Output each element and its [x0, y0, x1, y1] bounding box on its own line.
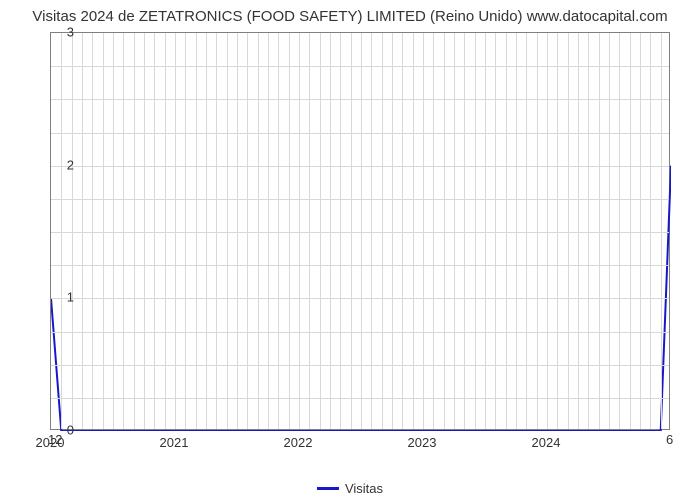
gridline-v	[227, 33, 228, 429]
gridline-v	[309, 33, 310, 429]
gridline-v	[216, 33, 217, 429]
y-tick-label: 2	[54, 157, 74, 172]
gridline-v	[196, 33, 197, 429]
legend-label: Visitas	[345, 481, 383, 496]
gridline-v	[413, 33, 414, 429]
gridline-v	[92, 33, 93, 429]
gridline-v	[516, 33, 517, 429]
gridline-v	[433, 33, 434, 429]
gridline-v	[361, 33, 362, 429]
gridline-v	[630, 33, 631, 429]
gridline-v	[599, 33, 600, 429]
gridline-v	[578, 33, 579, 429]
gridline-v	[237, 33, 238, 429]
gridline-v	[640, 33, 641, 429]
legend: Visitas	[317, 481, 383, 496]
gridline-v	[609, 33, 610, 429]
gridline-v	[537, 33, 538, 429]
x-tick-label: 2020	[36, 435, 65, 450]
x-tick-label: 2021	[160, 435, 189, 450]
gridline-v	[423, 33, 424, 429]
gridline-v	[206, 33, 207, 429]
x-tick-label: 2023	[408, 435, 437, 450]
gridline-v	[113, 33, 114, 429]
gridline-v	[134, 33, 135, 429]
gridline-v	[61, 33, 62, 429]
plot-area	[50, 32, 670, 430]
gridline-v	[268, 33, 269, 429]
gridline-v	[103, 33, 104, 429]
gridline-v	[289, 33, 290, 429]
gridline-v	[247, 33, 248, 429]
gridline-v	[123, 33, 124, 429]
gridline-v	[72, 33, 73, 429]
gridline-v	[568, 33, 569, 429]
gridline-v	[392, 33, 393, 429]
gridline-v	[144, 33, 145, 429]
x-tick-label: 2022	[284, 435, 313, 450]
gridline-v	[351, 33, 352, 429]
gridline-v	[661, 33, 662, 429]
gridline-v	[454, 33, 455, 429]
gridline-v	[444, 33, 445, 429]
gridline-v	[154, 33, 155, 429]
gridline-v	[495, 33, 496, 429]
gridline-v	[175, 33, 176, 429]
gridline-v	[320, 33, 321, 429]
gridline-v	[185, 33, 186, 429]
gridline-v	[526, 33, 527, 429]
gridline-v	[547, 33, 548, 429]
gridline-v	[165, 33, 166, 429]
gridline-v	[82, 33, 83, 429]
gridline-v	[557, 33, 558, 429]
gridline-v	[340, 33, 341, 429]
gridline-v	[402, 33, 403, 429]
y-tick-label: 3	[54, 25, 74, 40]
gridline-v	[278, 33, 279, 429]
gridline-v	[382, 33, 383, 429]
gridline-v	[299, 33, 300, 429]
plot-area-wrapper	[50, 32, 670, 430]
chart-title: Visitas 2024 de ZETATRONICS (FOOD SAFETY…	[0, 0, 700, 29]
gridline-v	[475, 33, 476, 429]
x-tick-label: 2024	[532, 435, 561, 450]
gridline-v	[619, 33, 620, 429]
gridline-v	[506, 33, 507, 429]
gridline-v	[485, 33, 486, 429]
gridline-v	[330, 33, 331, 429]
gridline-v	[258, 33, 259, 429]
gridline-v	[371, 33, 372, 429]
gridline-v	[464, 33, 465, 429]
end-annotation: 6	[666, 432, 673, 447]
legend-swatch	[317, 487, 339, 490]
chart-container: Visitas 2024 de ZETATRONICS (FOOD SAFETY…	[0, 0, 700, 500]
y-tick-label: 1	[54, 290, 74, 305]
gridline-v	[650, 33, 651, 429]
gridline-v	[588, 33, 589, 429]
